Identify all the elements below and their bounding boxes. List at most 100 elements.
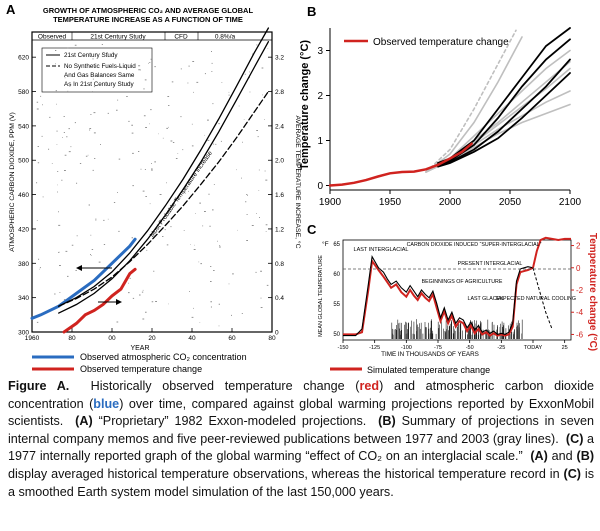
scan-speckle [56,103,57,105]
scan-speckle [171,81,174,83]
scan-speckle [259,217,260,218]
scan-speckle [210,306,212,308]
panel-b-y-tick-label: 2 [317,91,323,102]
panel-a-y-tick-label: 540 [18,123,29,130]
panel-c-y-tick-label: 60 [333,272,340,278]
scan-speckle [67,275,69,277]
scan-speckle [210,281,212,282]
panel-b-x-tick-label: 1950 [379,197,402,208]
scan-speckle [246,214,248,215]
scan-speckle [90,255,92,256]
scan-speckle [204,73,206,75]
panel-c-series-line [343,258,534,337]
scan-speckle [89,128,92,129]
scan-speckle [59,265,61,266]
scan-speckle [211,51,212,52]
scan-speckle [144,169,146,170]
panel-c-y2-tick-label: 0 [576,264,581,273]
scan-speckle [153,270,155,272]
scan-speckle [36,108,39,110]
scan-speckle [198,261,200,263]
panel-c-y-tick-label: 50 [333,332,340,338]
scan-speckle [232,273,234,275]
scan-speckle [175,158,178,159]
scan-speckle [37,162,40,164]
panel-b-series-line [437,72,571,168]
panel-a-series-line [58,90,270,307]
panel-a-legend-box [41,47,153,93]
scan-speckle [195,213,196,214]
scan-speckle [213,270,215,271]
scan-speckle [210,301,212,303]
scan-speckle [143,115,146,117]
scan-speckle [266,284,269,286]
scan-speckle [246,194,248,195]
panel-a-y-tick-label: 380 [18,261,29,268]
scan-speckle [117,192,118,193]
scan-speckle [228,94,230,96]
scan-speckle [241,313,243,314]
panel-c-y2-tick-label: -2 [576,286,584,295]
scan-speckle [231,314,232,316]
panel-a-x-tick-label: 60 [228,335,236,342]
caption-b-text: Summary of projections in seven internal… [8,414,595,446]
scan-speckle [90,114,92,115]
scan-speckle [178,197,179,199]
panel-a-y-tick-label: 420 [18,226,29,233]
caption-label: Figure A [8,379,66,393]
scan-speckle [192,61,195,62]
panel-c-glacial-texture [391,319,523,339]
scan-speckle [166,244,169,246]
scan-speckle [260,270,262,272]
caption-a-text: “Proprietary” 1982 Exxon-modeled project… [98,414,367,429]
panel-b-series-line [437,38,571,167]
scan-speckle [242,141,243,143]
panel-c-expected-cooling-line [532,267,553,330]
panel-a-ylabel-right: AVERAGE TEMPERATURE INCREASE, °C [294,115,302,248]
scan-speckle [70,146,72,148]
scan-speckle [93,86,96,88]
scan-speckle [208,193,210,195]
scan-speckle [200,263,202,265]
panel-b-series-line [328,142,473,187]
scan-speckle [63,116,65,117]
scan-speckle [180,68,182,70]
scan-speckle [55,50,57,51]
caption-s4: display averaged historical temperature … [8,466,560,481]
scan-speckle [207,119,209,121]
scan-speckle [162,236,164,237]
panel-a-x-tick-label: 00 [108,335,116,342]
panel-a-y-tick-label: 580 [18,89,29,96]
panel-a-y-tick-label: 460 [18,192,29,199]
scan-speckle [106,52,108,54]
scan-speckle [74,122,76,124]
panel-a-title-line2: TEMPERATURE INCREASE AS A FUNCTION OF TI… [53,15,243,24]
scan-speckle [138,69,141,71]
scan-speckle [77,64,78,65]
scan-speckle [149,203,151,205]
scan-speckle [69,85,71,87]
annot-expected-cooling: EXPECTED NATURAL COOLING [496,296,576,302]
scan-speckle [191,316,194,318]
scan-speckle [89,129,91,131]
scan-speckle [138,151,140,152]
legend-box-line1: 21st Century Study [64,52,118,59]
panel-b-letter: B [307,4,316,19]
scan-speckle [191,145,194,147]
scan-speckle [56,130,58,132]
header-band-observed: Observed [38,34,67,41]
panel-c-x-tick-label: -25 [497,345,505,351]
scan-speckle [168,105,170,106]
scan-speckle [92,78,94,80]
scan-speckle [166,182,167,184]
scan-speckle [217,240,218,242]
scan-speckle [93,112,96,114]
annot-last-glacial: LAST GLACIAL [468,296,505,302]
scan-speckle [144,79,147,81]
legend-box-line3: And Gas Balances Same [64,72,135,79]
scan-speckle [138,65,141,67]
panel-b-y-tick-label: 1 [317,136,323,147]
scan-speckle [264,119,265,120]
caption-blue-word: blue [93,396,120,411]
panel-a-y2-tick-label: 0.4 [275,295,284,302]
